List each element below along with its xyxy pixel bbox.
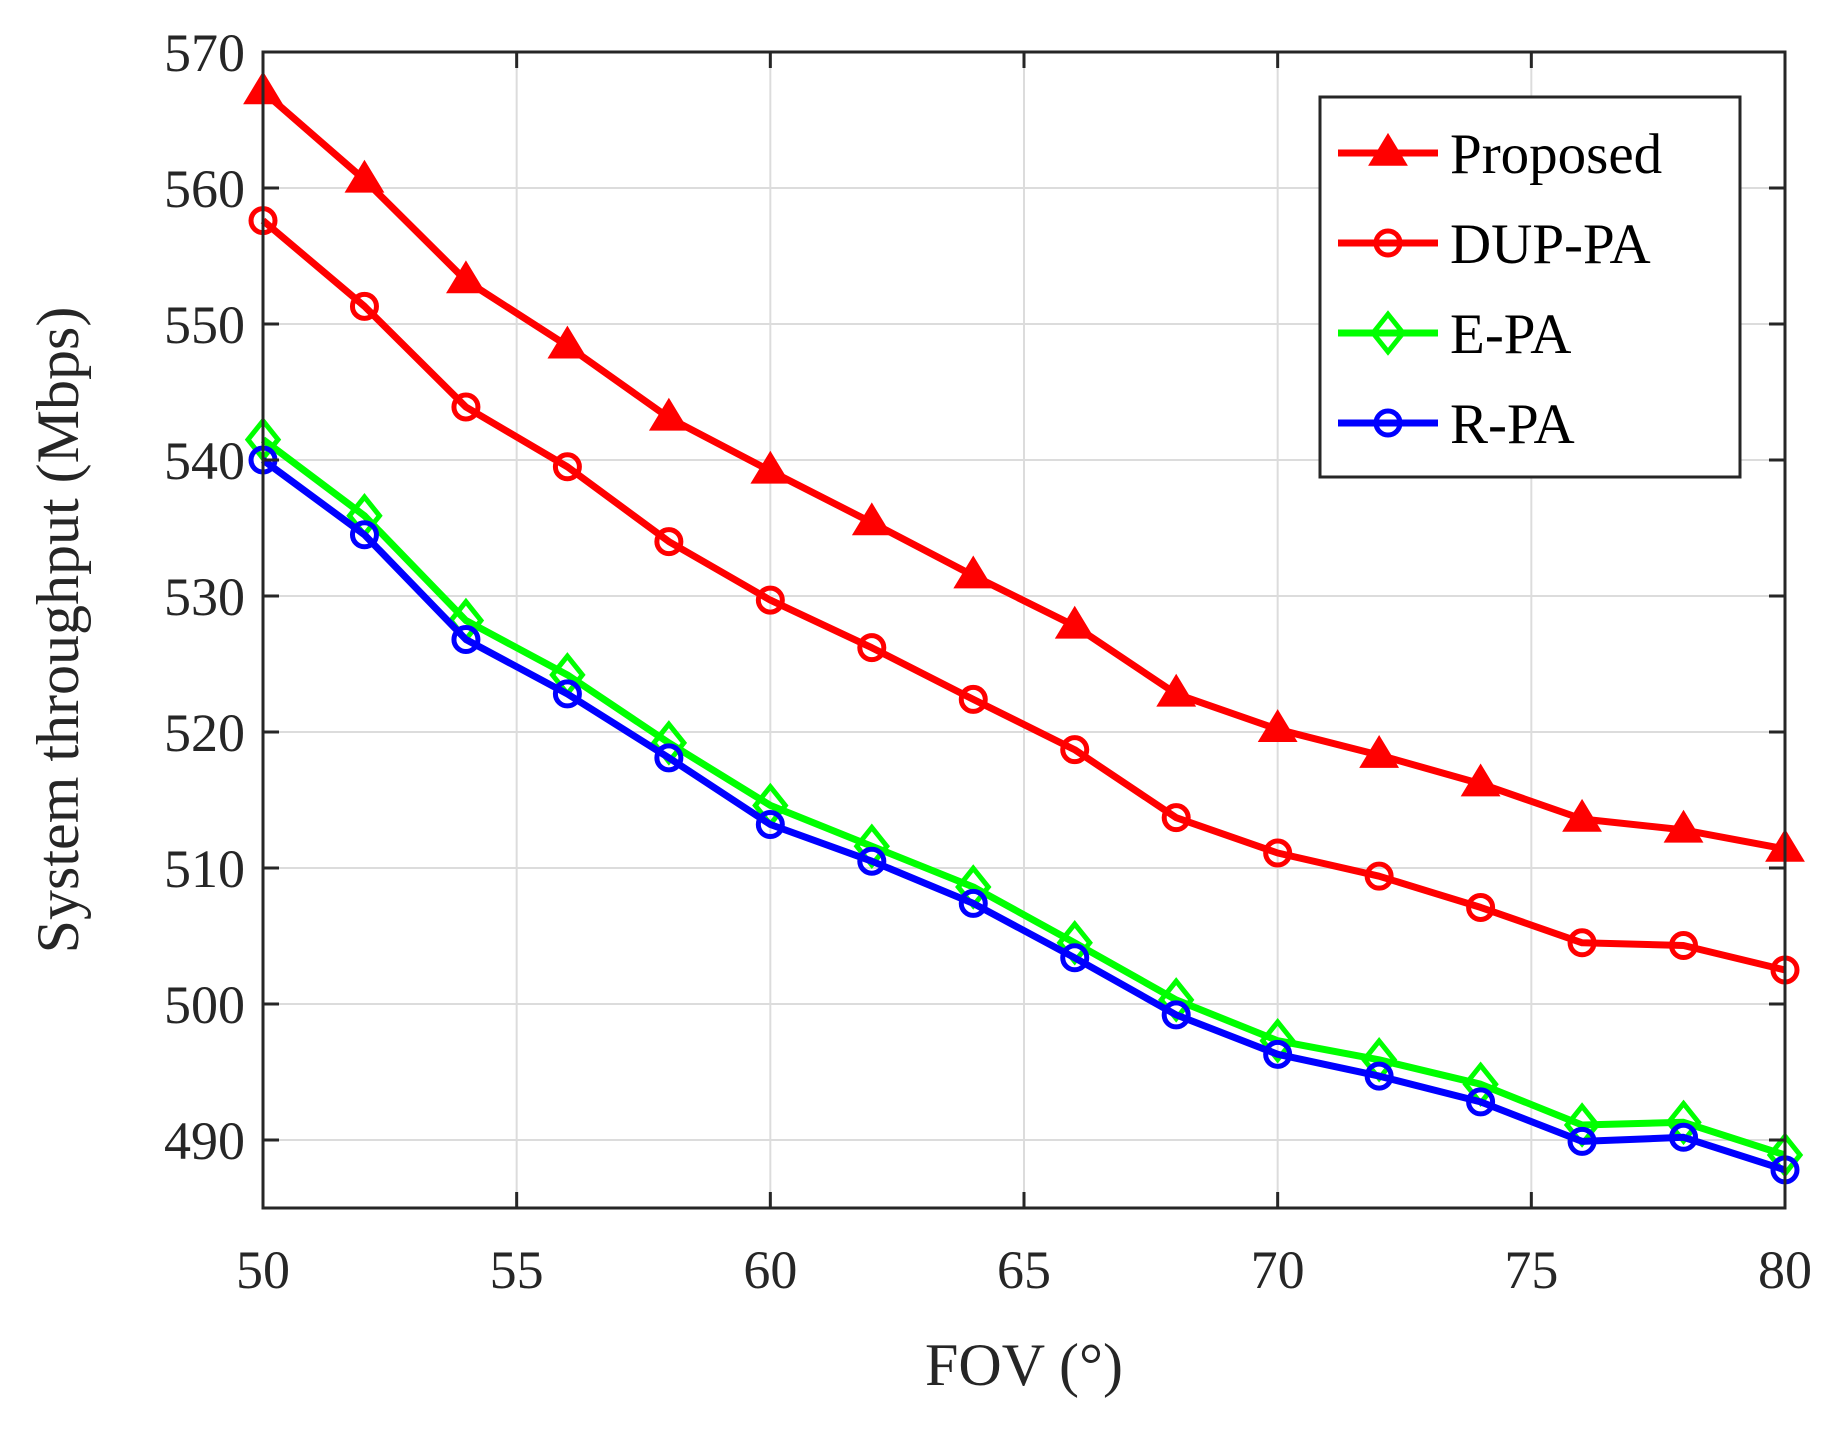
data-point-proposed [446,260,486,294]
legend-marker-dup-pa [1373,228,1403,258]
series-proposed [243,71,1805,862]
series-line-e-pa [260,436,1787,1159]
data-point-r-pa [1060,943,1090,973]
legend-label: R-PA [1450,393,1575,456]
y-tick-label: 540 [164,431,245,491]
data-point-e-pa [1259,1017,1296,1064]
data-point-r-pa [857,846,887,876]
legend-marker-e-pa [1369,310,1407,356]
y-tick-label: 490 [164,1111,245,1171]
x-tick-label: 60 [743,1240,797,1300]
x-tick-label: 65 [997,1240,1051,1300]
data-point-dup-pa [1263,838,1293,868]
y-tick-label: 500 [164,975,245,1035]
data-point-dup-pa [1567,928,1597,958]
data-point-r-pa [1161,1000,1191,1030]
data-point-dup-pa [654,527,684,557]
legend-item-proposed: Proposed [1338,123,1662,186]
legend-marker-r-pa [1373,408,1403,438]
legend-item-dup-pa: DUP-PA [1338,213,1651,276]
series-line-dup-pa [260,217,1786,974]
data-point-proposed [344,159,385,193]
y-tick-label: 510 [164,839,245,899]
data-point-proposed [1156,673,1197,707]
data-point-dup-pa [1466,892,1496,922]
legend-marker-proposed [1368,132,1408,166]
data-point-r-pa [1669,1122,1699,1152]
data-point-proposed [1460,763,1501,797]
y-tick-label: 550 [164,295,245,355]
data-point-r-pa [755,809,785,839]
data-point-dup-pa [349,291,379,321]
data-point-r-pa [451,625,481,655]
x-tick-label: 75 [1504,1240,1558,1300]
legend-label: E-PA [1450,303,1571,366]
x-axis-title: FOV (°) [925,1332,1123,1398]
x-tick-label: 70 [1251,1240,1305,1300]
data-point-dup-pa [958,684,988,714]
series-line-proposed [260,88,1786,853]
x-tick-label: 55 [490,1240,544,1300]
data-point-dup-pa [552,452,582,482]
data-point-dup-pa [857,633,887,663]
data-point-proposed [648,397,689,431]
legend: Proposed DUP-PA E-PA R-PA [1318,95,1742,479]
data-point-e-pa [1157,977,1195,1023]
legend-label: DUP-PA [1450,213,1651,276]
y-tick-label: 530 [164,567,245,627]
series-dup-pa [248,206,1800,985]
data-point-dup-pa [1364,861,1394,891]
x-tick-label: 80 [1758,1240,1812,1300]
data-point-e-pa [1665,1099,1702,1146]
series-r-pa [248,445,1800,1185]
data-point-dup-pa [755,585,785,615]
axis-ticks: 50 55 60 65 70 75 80 490 500 510 520 530 540 550 560 57… [164,23,1812,1300]
data-point-proposed [1359,734,1400,768]
data-point-proposed [750,450,791,484]
data-point-dup-pa [451,392,481,422]
y-tick-label: 570 [164,23,245,83]
data-point-r-pa [552,679,582,709]
data-point-dup-pa [1060,735,1090,765]
data-point-r-pa [958,888,988,918]
data-point-proposed [1663,809,1704,843]
data-point-r-pa [1466,1087,1496,1117]
legend-item-r-pa: R-PA [1338,393,1575,456]
series-line-r-pa [260,457,1787,1174]
data-point-r-pa [1263,1039,1293,1069]
data-point-dup-pa [1669,931,1699,961]
series-layer [243,71,1805,1185]
data-point-proposed [851,502,892,536]
legend-label: Proposed [1450,123,1662,186]
data-point-r-pa [349,520,379,550]
x-tick-label: 50 [236,1240,290,1300]
y-tick-label: 520 [164,703,245,763]
legend-item-e-pa: E-PA [1338,303,1571,366]
y-tick-label: 560 [164,159,245,219]
data-point-dup-pa [1161,803,1191,833]
data-point-proposed [547,325,588,359]
data-point-r-pa [1567,1126,1597,1156]
data-point-proposed [1257,709,1298,743]
data-point-r-pa [654,743,684,773]
y-axis-title: System throughput (Mbps) [25,307,91,954]
data-point-proposed [1054,605,1095,639]
data-point-r-pa [1364,1061,1394,1091]
data-point-proposed [953,555,994,589]
data-point-proposed [1562,798,1602,832]
